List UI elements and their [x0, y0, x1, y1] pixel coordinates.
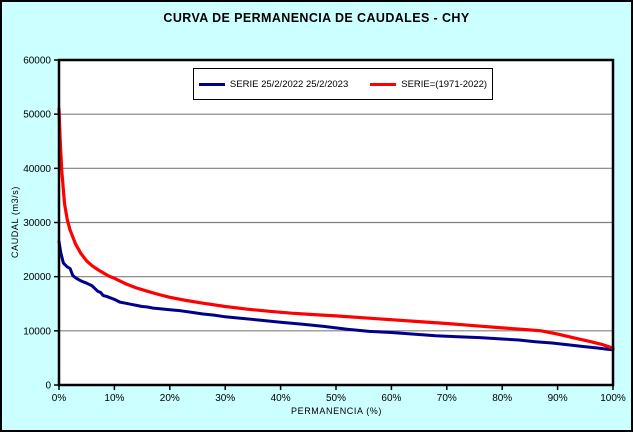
legend-line-sample-red: [370, 82, 397, 86]
y-tick-label: 0: [45, 381, 51, 392]
y-tick-label: 40000: [23, 164, 51, 175]
series-line-0: [57, 240, 615, 352]
series-line-1: [57, 107, 615, 350]
y-tick-label: 60000: [23, 56, 51, 67]
legend-line-sample-blue: [198, 82, 225, 86]
x-tick-label: 90%: [548, 393, 568, 404]
plot-frame: [57, 58, 615, 387]
legend-item-serie-2022-2023: SERIE 25/2/2022 25/2/2023: [198, 78, 349, 90]
x-tick-label: 50%: [326, 393, 346, 404]
x-axis-title: PERMANENCIA (%): [290, 406, 382, 416]
y-tick-label: 10000: [23, 326, 51, 337]
legend: SERIE 25/2/2022 25/2/2023 SERIE=(1971-20…: [193, 68, 493, 100]
x-tick-label: 80%: [492, 393, 512, 404]
x-tick-label: 100%: [600, 393, 626, 404]
y-tick-label: 20000: [23, 272, 51, 283]
y-tick-label: 30000: [23, 218, 51, 229]
x-tick-label: 40%: [271, 393, 291, 404]
y-tick-label: 50000: [23, 110, 51, 121]
x-tick-label: 0%: [52, 393, 67, 404]
x-tick-label: 70%: [437, 393, 457, 404]
x-tick-label: 10%: [104, 393, 124, 404]
legend-label-serie-1971-2022: SERIE=(1971-2022): [401, 78, 488, 90]
legend-label-serie-2022-2023: SERIE 25/2/2022 25/2/2023: [229, 78, 349, 90]
x-tick-label: 20%: [160, 393, 180, 404]
chart-title: CURVA DE PERMANENCIA DE CAUDALES - CHY: [163, 11, 470, 25]
legend-item-serie-1971-2022: SERIE=(1971-2022): [370, 79, 487, 90]
x-tick-label: 60%: [381, 393, 401, 404]
y-axis-title: CAUDAL (m3/s): [10, 186, 20, 258]
x-tick-label: 30%: [215, 393, 235, 404]
